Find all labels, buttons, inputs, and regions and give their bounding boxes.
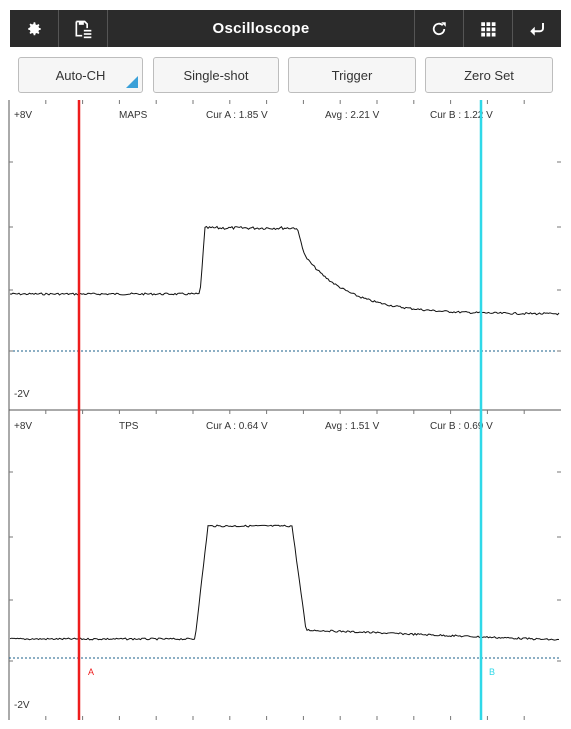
channel-tps: +8V TPS Cur A : 0.64 V Avg : 1.51 V Cur … <box>9 410 561 711</box>
gear-icon <box>28 21 41 35</box>
ch1-ymin-label: -2V <box>14 389 30 400</box>
ch1-waveform <box>9 225 560 316</box>
ch1-ticks <box>9 100 561 352</box>
single-shot-button[interactable]: Single-shot <box>153 57 279 93</box>
grid-icon <box>481 21 496 36</box>
settings-button[interactable] <box>10 10 59 47</box>
cursor-b-label: B <box>489 667 495 677</box>
app-title: Oscilloscope <box>212 20 310 37</box>
ch1-cur-a: Cur A : 1.85 V <box>206 110 268 121</box>
scope-display: +8V MAPS Cur A : 1.85 V Avg : 2.21 V Cur… <box>8 100 561 720</box>
trigger-label: Trigger <box>331 67 373 83</box>
refresh-button[interactable] <box>414 10 463 47</box>
auto-ch-label: Auto-CH <box>55 67 106 83</box>
save-list-icon <box>75 20 92 38</box>
ch1-ymax-label: +8V <box>14 110 32 121</box>
ch2-ymax-label: +8V <box>14 421 32 432</box>
ch1-name: MAPS <box>119 110 148 121</box>
auto-ch-button[interactable]: Auto-CH <box>18 57 143 93</box>
ch2-cur-a: Cur A : 0.64 V <box>206 421 268 432</box>
channel-maps: +8V MAPS Cur A : 1.85 V Avg : 2.21 V Cur… <box>9 100 561 400</box>
layout-button[interactable] <box>463 10 512 47</box>
ch1-avg: Avg : 2.21 V <box>325 110 380 121</box>
ch2-waveform <box>9 524 560 641</box>
ch1-cur-b: Cur B : 1.22 V <box>430 110 493 121</box>
cursor-a-label: A <box>88 667 94 677</box>
time-axis-ticks <box>45 716 525 720</box>
ch2-ticks <box>9 410 561 662</box>
zero-set-button[interactable]: Zero Set <box>425 57 553 93</box>
ch2-avg: Avg : 1.51 V <box>325 421 380 432</box>
ch2-cur-b: Cur B : 0.69 V <box>430 421 493 432</box>
ch2-ymin-label: -2V <box>14 700 30 711</box>
back-button[interactable] <box>512 10 561 47</box>
title-bar: Oscilloscope <box>10 10 561 47</box>
ch2-name: TPS <box>119 421 139 432</box>
save-button[interactable] <box>59 10 108 47</box>
dropdown-corner-icon <box>126 76 138 88</box>
action-toolbar: Auto-CH Single-shot Trigger Zero Set <box>10 53 561 98</box>
trigger-button[interactable]: Trigger <box>288 57 416 93</box>
single-shot-label: Single-shot <box>183 67 249 83</box>
refresh-icon <box>432 21 446 35</box>
back-icon <box>530 22 544 36</box>
zero-set-label: Zero Set <box>464 67 514 83</box>
